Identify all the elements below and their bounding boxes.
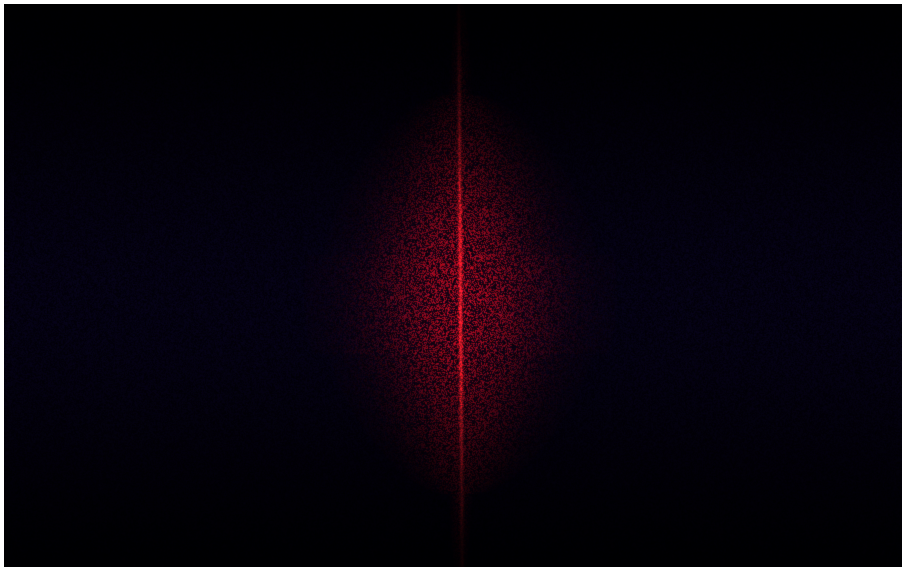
red-speckle-photo	[4, 4, 902, 567]
photo-viewport	[4, 4, 902, 567]
